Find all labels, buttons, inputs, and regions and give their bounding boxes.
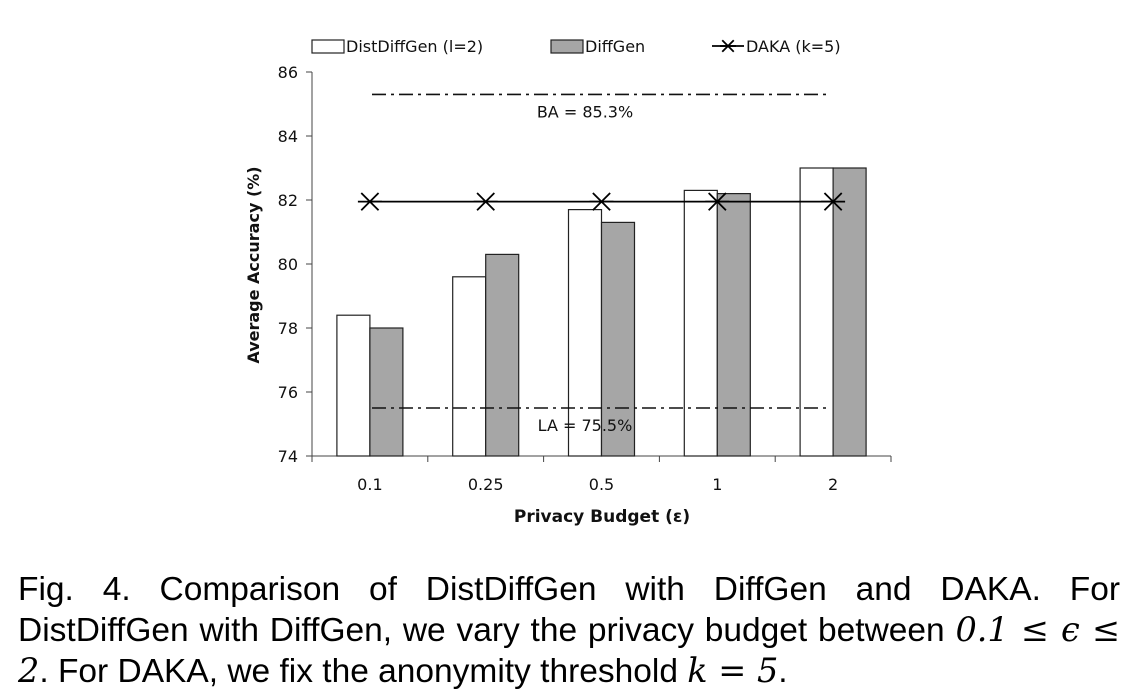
ba-reference-label: BA = 85.3% (537, 102, 633, 121)
x-tick-label: 1 (712, 475, 722, 494)
bar-distdiffgen (799, 167, 834, 457)
bar-group (336, 167, 867, 457)
bar-diffgen (716, 193, 751, 457)
y-tick-label: 76 (278, 383, 298, 402)
bar-distdiffgen (567, 209, 603, 457)
figure-caption: Fig. 4. Comparison of DistDiffGen with D… (18, 570, 1120, 692)
daka-marker (821, 192, 846, 211)
y-tick-label: 74 (278, 447, 298, 466)
x-tick-label: 0.25 (468, 475, 504, 494)
y-tick-label: 84 (278, 127, 298, 146)
y-axis: 74 76 78 80 82 84 86 (278, 63, 313, 466)
bar-diffgen (485, 253, 520, 457)
la-reference-label: LA = 75.5% (538, 416, 633, 435)
y-tick-label: 78 (278, 319, 298, 338)
daka-series (357, 192, 846, 211)
bar-diffgen (600, 221, 636, 457)
x-axis-label: Privacy Budget (ε) (514, 507, 690, 527)
caption-end: . (778, 653, 788, 690)
x-tick-label: 0.5 (589, 475, 614, 494)
legend-swatch-daka-marker (720, 39, 736, 53)
caption-math-k: k = 5 (687, 651, 779, 690)
y-tick-label: 82 (278, 191, 298, 210)
legend-swatch-distdiffgen (311, 39, 345, 54)
caption-fig-label: Fig. 4. (18, 571, 131, 608)
bar-diffgen (832, 167, 867, 457)
caption-math-range: 0.1 ≤ ϵ ≤ 2 (18, 610, 1121, 690)
reference-lines: BA = 85.3% LA = 75.5% (372, 93, 829, 435)
legend-swatch-diffgen (550, 39, 584, 54)
legend-label-distdiffgen: DistDiffGen (l=2) (346, 37, 483, 56)
x-tick-label: 0.1 (357, 475, 382, 494)
legend-label-diffgen: DiffGen (585, 37, 645, 56)
bar-distdiffgen (683, 189, 718, 457)
daka-marker (357, 192, 382, 211)
y-tick-label: 80 (278, 255, 298, 274)
y-axis-label: Average Accuracy (%) (244, 166, 263, 363)
chart-legend: DistDiffGen (l=2) DiffGen DAKA (k=5) (311, 37, 841, 56)
caption-text-main: Comparison of DistDiffGen with DiffGen a… (18, 571, 1120, 649)
bar-diffgen (369, 327, 404, 457)
legend-label-daka: DAKA (k=5) (746, 37, 841, 56)
bar-distdiffgen (336, 314, 371, 457)
caption-text-daka: . For DAKA, we fix the anonymity thresho… (39, 653, 678, 690)
y-tick-label: 86 (278, 63, 298, 82)
daka-marker (473, 192, 498, 211)
x-axis: 0.1 0.25 0.5 1 2 (311, 455, 892, 494)
bar-distdiffgen (452, 276, 487, 457)
daka-marker (589, 192, 614, 211)
x-tick-label: 2 (828, 475, 838, 494)
accuracy-bar-chart: DistDiffGen (l=2) DiffGen DAKA (k=5) 74767… (244, 37, 892, 527)
daka-marker (705, 192, 730, 211)
